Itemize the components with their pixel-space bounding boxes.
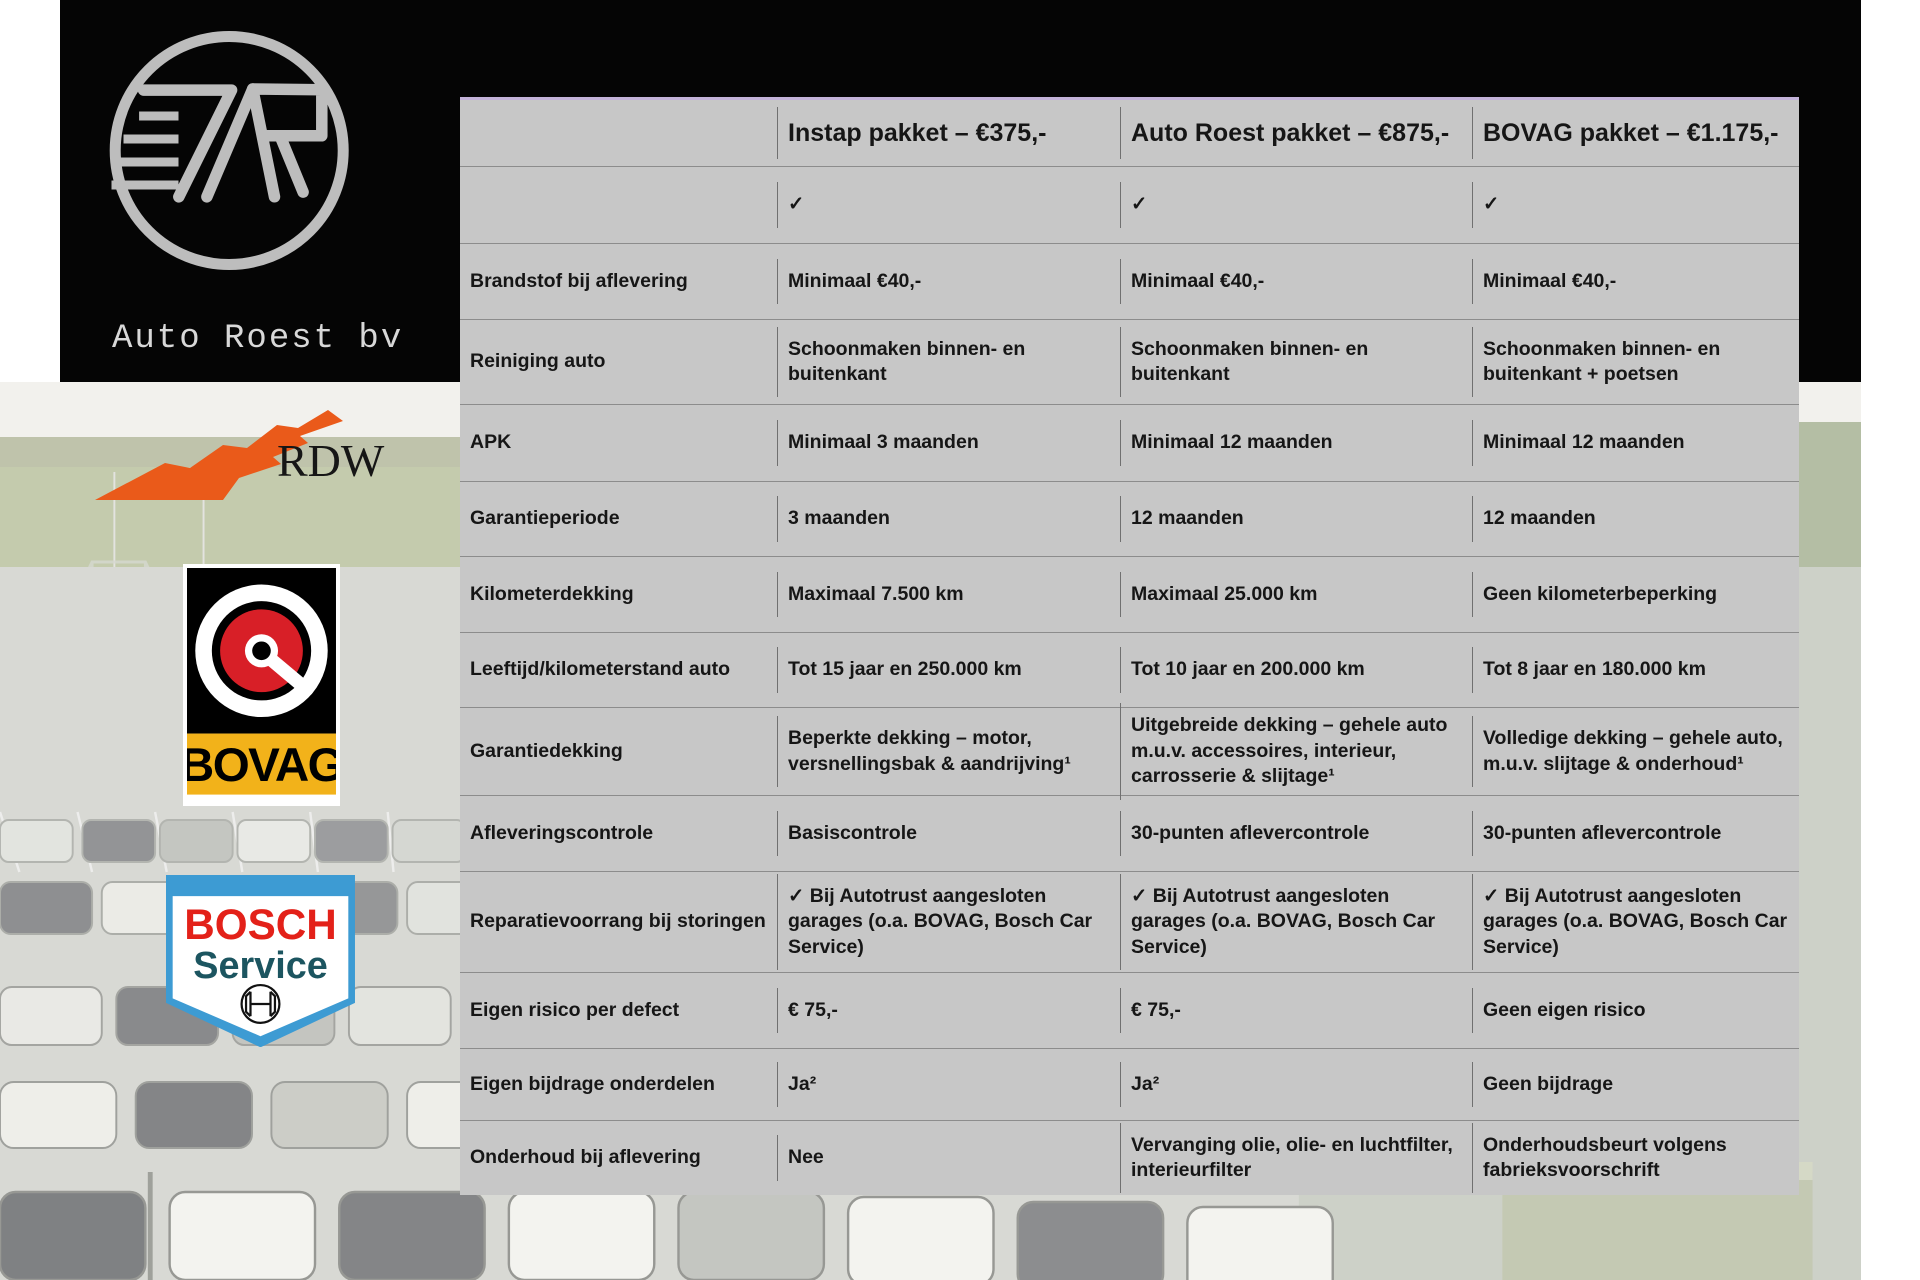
svg-text:RDW: RDW (277, 435, 385, 486)
svg-text:BOSCH: BOSCH (184, 901, 337, 948)
svg-text:BOVAG: BOVAG (187, 739, 336, 792)
svg-text:Service: Service (193, 945, 327, 987)
